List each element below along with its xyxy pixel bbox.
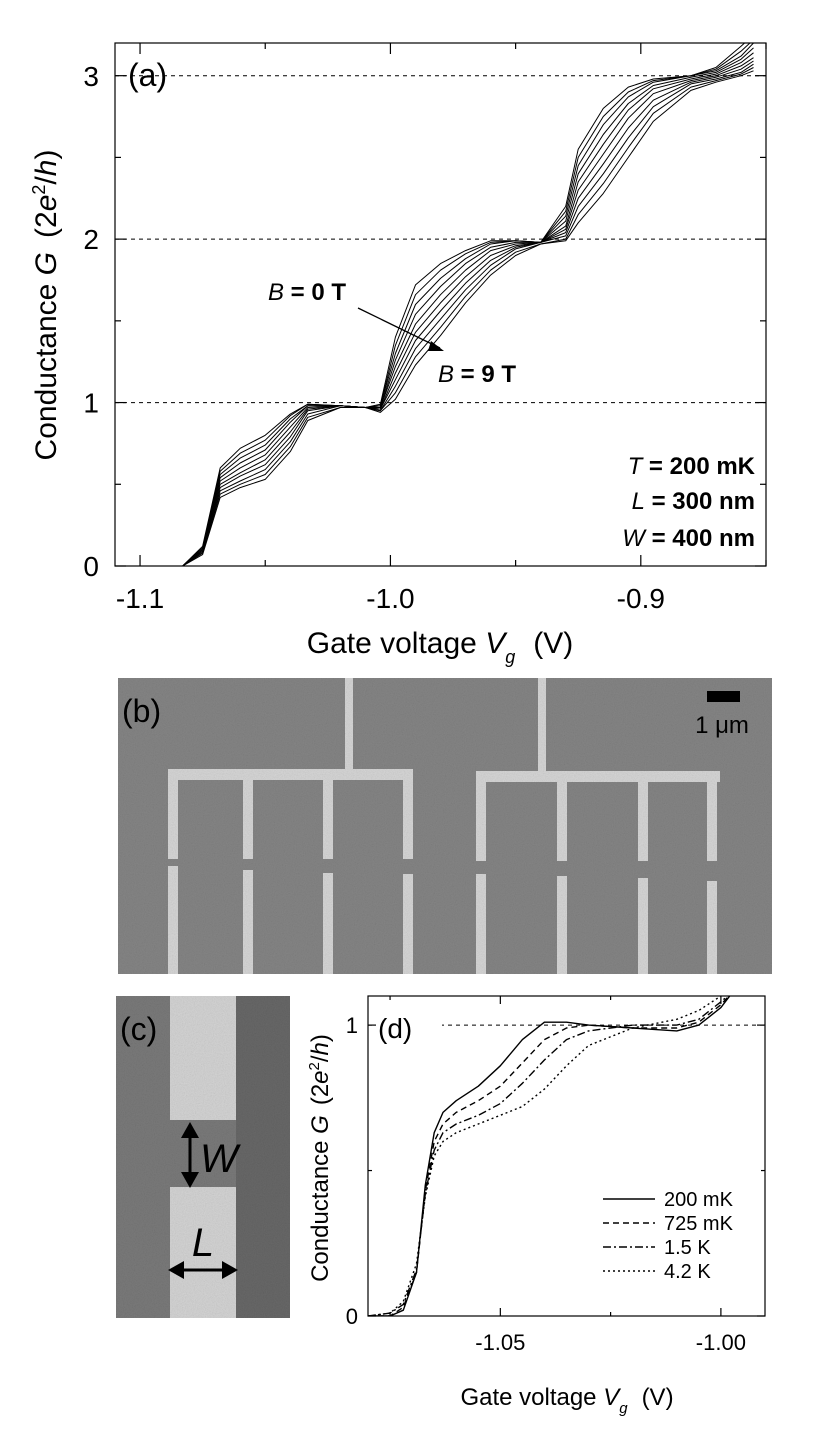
panel-c-w-label: W [200,1137,241,1181]
series-b-7t [182,63,754,566]
panel-c-w-arrow [181,1122,199,1188]
panel-b-label: (b) [122,693,161,729]
panel-c-substrate [116,996,290,1318]
series-b-6t [182,60,754,566]
y-tick-label: 2 [83,224,99,255]
panel-c-label: (c) [120,1011,157,1047]
panel-c-l-label: L [192,1221,214,1265]
panel-b-scale-bar-label: 1 μm [695,712,749,739]
legend-label: 725 mK [664,1213,734,1235]
series-b-3t [182,47,754,566]
panel-a-ticks [115,43,767,567]
panel-d-frame [367,995,766,1317]
x-tick-label: -1.0 [366,583,414,614]
panel-a-gridlines [115,75,766,404]
panel-d-series [368,996,731,1316]
panel-d-ticks [368,996,765,1317]
series-b-0t [182,43,746,566]
panel-a-series [182,43,754,566]
panel-a-b9-annotation: B = 9 T [438,361,516,388]
y-tick-label: 3 [83,61,99,92]
panel-c-l-arrow [168,1261,238,1279]
panel-a-param-l: L = 300 nm [632,488,755,515]
y-tick-label: 0 [83,551,99,582]
panel-a-ylabel: Conductance G(2e2/h) [29,150,63,461]
series-b-5t [182,57,754,566]
series-4-2-k [368,996,723,1316]
panel-a-xlabel: Gate voltage Vg (V) [307,627,573,667]
panel-d-xlabel: Gate voltage Vg (V) [460,1384,673,1417]
panel-c-upper-gate [170,996,236,1120]
y-tick-label: 0 [346,1304,358,1329]
panel-c-lower-gate [170,1187,236,1318]
panel-b-scale-bar [707,691,740,702]
x-tick-label: -0.9 [617,583,665,614]
series-b-2t [182,43,754,566]
series-200-mk [368,996,731,1316]
panel-a-param-w: W = 400 nm [622,525,755,552]
x-tick-label: -1.1 [116,583,164,614]
panel-a-frame [114,42,767,567]
series-b-8t [182,67,754,566]
panel-d-tick-labels: -1.05 -1.00 0 1 [346,1013,746,1355]
panel-a-tick-labels: -1.1 -1.0 -0.9 0 1 2 3 [83,61,665,614]
series-b-1t [182,43,751,566]
panel-a-b0-annotation: B = 0 T [268,279,346,306]
legend-label: 4.2 K [664,1261,711,1283]
series-b-4t [182,52,754,566]
panel-a-label: (a) [128,57,167,93]
series-1-5-k [368,996,729,1316]
series-725-mk [368,996,730,1316]
panel-a-field-arrow [357,307,441,349]
panel-a-arrow-head [428,341,444,351]
y-tick-label: 1 [83,388,99,419]
x-tick-label: -1.00 [696,1330,746,1355]
panel-a-param-t: T = 200 mK [628,453,756,480]
legend-label: 200 mK [664,1189,734,1211]
panel-b-gate-electrodes [168,678,720,974]
panel-d-ylabel: Conductance G(2e2/h) [306,1034,334,1282]
series-b-9t [182,70,754,566]
panel-a-chart: -1.1 -1.0 -0.9 0 1 2 3 (a) B = 0 T B = 9 T T =… [29,42,767,667]
x-tick-label: -1.05 [475,1330,525,1355]
panel-d-label: (d) [378,1013,412,1044]
panel-b-substrate [118,678,772,974]
y-tick-label: 1 [346,1013,358,1038]
legend-label: 1.5 K [664,1237,711,1259]
